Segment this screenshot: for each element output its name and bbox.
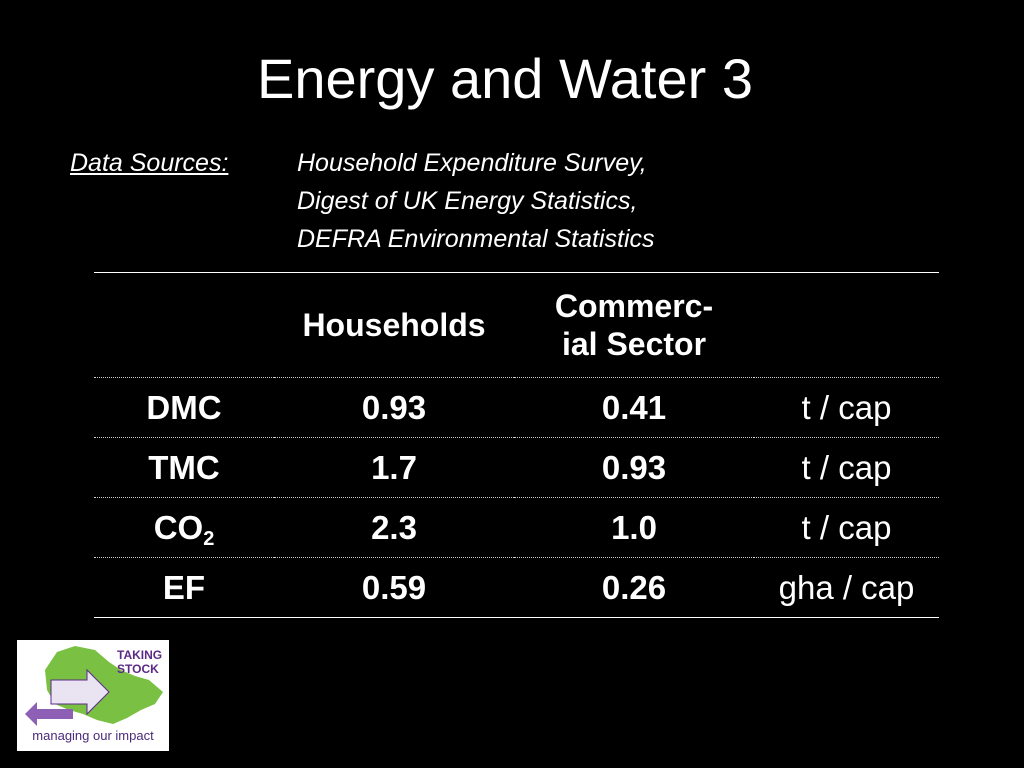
header-unit [754,272,939,378]
header-households: Households [274,272,514,378]
table-row: TMC 1.7 0.93 t / cap [94,437,939,498]
data-source-item: Household Expenditure Survey, [297,149,647,177]
row-label: DMC [94,377,274,438]
data-source-item: DEFRA Environmental Statistics [297,225,655,253]
header-commercial-line2: ial Sector [561,326,707,362]
commercial-value: 0.41 [514,377,754,438]
table-header-row: Households Commerc- ial Sector [94,272,939,378]
households-value: 0.59 [274,557,514,618]
map-arrow-icon [25,646,163,726]
table-row: EF 0.59 0.26 gha / cap [94,557,939,618]
row-label: TMC [94,437,274,498]
households-value: 0.93 [274,377,514,438]
slide-title: Energy and Water 3 [257,47,753,110]
logo-brand: TAKING STOCK [117,648,165,676]
commercial-value: 1.0 [514,497,754,558]
table-row: DMC 0.93 0.41 t / cap [94,377,939,438]
logo-brand-line2: STOCK [117,662,159,676]
header-empty [94,272,274,378]
row-label: EF [94,557,274,618]
co2-main: CO [153,508,204,546]
row-label: CO2 [94,497,274,558]
commercial-value: 0.93 [514,437,754,498]
commercial-value: 0.26 [514,557,754,618]
header-commercial-sector: Commerc- ial Sector [514,272,754,378]
unit-value: gha / cap [754,557,939,618]
co2-subscript: 2 [203,527,215,550]
households-value: 2.3 [274,497,514,558]
data-sources-list: Household Expenditure Survey, Digest of … [297,144,655,258]
data-source-item: Digest of UK Energy Statistics, [297,187,638,215]
logo-brand-line1: TAKING [117,648,163,662]
unit-value: t / cap [754,437,939,498]
results-table: Households Commerc- ial Sector DMC 0.93 … [94,272,939,618]
households-value: 1.7 [274,437,514,498]
table-row: CO2 2.3 1.0 t / cap [94,497,939,558]
data-sources-label: Data Sources: [70,149,229,177]
taking-stock-logo: TAKING STOCK managing our impact [17,640,169,751]
unit-value: t / cap [754,497,939,558]
header-commercial-line1: Commerc- [554,288,714,324]
logo-tagline: managing our impact [32,728,154,743]
unit-value: t / cap [754,377,939,438]
